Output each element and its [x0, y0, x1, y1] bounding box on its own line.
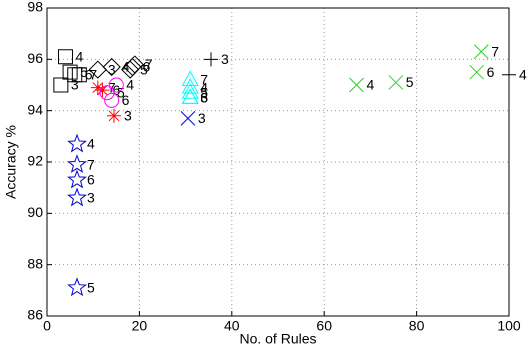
marker	[67, 133, 87, 153]
point-label: 7	[87, 156, 95, 172]
marker	[349, 77, 364, 93]
point-label: 6	[112, 82, 120, 98]
point-label: 4	[519, 66, 527, 82]
marker	[121, 60, 140, 79]
point-label: 3	[108, 61, 116, 77]
marker	[108, 77, 124, 93]
point-label: 6	[85, 66, 93, 82]
point-label: 6	[87, 172, 95, 188]
point-label: 3	[124, 108, 132, 124]
plot-frame	[46, 7, 510, 317]
point-label: 3	[200, 90, 208, 106]
y-tick-label: 94	[27, 101, 43, 117]
point-label: 5	[87, 279, 95, 295]
y-axis-label: Accuracy %	[3, 125, 19, 199]
point-label: 5	[406, 74, 414, 90]
marker	[181, 88, 199, 104]
marker	[99, 85, 115, 101]
marker	[67, 169, 87, 189]
marker	[469, 64, 485, 80]
point-label: 4	[87, 136, 95, 152]
point-label: 4	[75, 48, 83, 64]
point-label: 4	[122, 59, 130, 75]
point-label: 6	[142, 59, 150, 75]
point-label: 6	[200, 90, 208, 106]
x-axis-label: No. of Rules	[239, 331, 316, 347]
marker	[204, 52, 219, 67]
marker	[67, 277, 87, 297]
marker	[57, 49, 73, 65]
marker	[181, 70, 199, 86]
x-tick-label: 20	[132, 318, 148, 334]
y-tick-label: 90	[27, 204, 43, 220]
point-label: 5	[117, 84, 125, 100]
y-tick-label: 86	[27, 307, 43, 323]
point-label: 3	[87, 190, 95, 206]
x-tick-label: 80	[409, 318, 425, 334]
point-label: 5	[140, 61, 148, 77]
x-tick-label: 60	[316, 318, 332, 334]
marker	[181, 78, 199, 94]
x-tick-label: 100	[497, 318, 521, 334]
point-label: 3	[221, 51, 229, 67]
marker	[53, 77, 69, 93]
x-tick-label: 0	[43, 318, 51, 334]
marker	[71, 67, 87, 83]
marker	[181, 88, 199, 104]
point-label: 4	[367, 77, 375, 93]
y-tick-label: 96	[27, 50, 43, 66]
y-tick-label: 98	[27, 0, 43, 15]
point-label: 7	[89, 66, 97, 82]
point-label: 7	[200, 72, 208, 88]
marker	[62, 64, 78, 80]
point-label: 5	[200, 84, 208, 100]
marker	[502, 67, 516, 82]
point-label: 7	[145, 56, 153, 72]
y-tick-label: 88	[27, 255, 43, 271]
y-tick-label: 92	[27, 153, 43, 169]
point-label: 5	[80, 64, 88, 80]
point-label: 4	[200, 79, 208, 95]
marker	[102, 57, 121, 77]
marker	[388, 75, 404, 90]
x-tick-label: 40	[224, 318, 240, 334]
marker	[181, 83, 199, 99]
marker	[67, 187, 87, 207]
marker	[95, 83, 110, 98]
point-label: 3	[71, 77, 79, 93]
point-label: 6	[487, 64, 495, 80]
marker	[180, 111, 196, 126]
marker	[473, 44, 489, 59]
marker	[90, 80, 105, 95]
marker	[67, 154, 87, 173]
marker	[106, 108, 121, 123]
point-label: 7	[491, 43, 499, 59]
point-label: 3	[198, 110, 206, 126]
point-label: 4	[126, 77, 134, 93]
marker	[104, 92, 120, 108]
point-label: 6	[122, 92, 130, 108]
